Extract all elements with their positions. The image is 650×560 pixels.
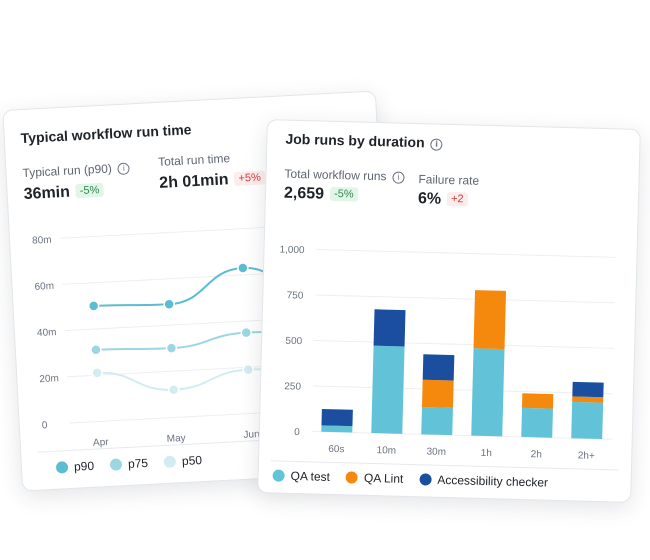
x-tick-label: 1h <box>481 448 492 459</box>
x-tick-label: May <box>166 433 185 445</box>
failure-rate-value-text: 6% <box>417 190 442 208</box>
failure-rate-label: Failure rate <box>418 172 480 188</box>
data-point-p50[interactable] <box>167 383 180 396</box>
y-tick-label: 1,000 <box>279 245 305 257</box>
data-point-p75[interactable] <box>90 344 102 356</box>
legend-swatch-p90 <box>55 461 69 474</box>
gridline <box>312 385 613 395</box>
legend-swatch-p75 <box>109 458 123 471</box>
bar-segment-qa-test[interactable] <box>521 407 553 438</box>
typical-run-value-text: 36min <box>23 183 71 204</box>
bar-segment-qa-lint[interactable] <box>473 290 507 350</box>
bar-segment-qa-lint[interactable] <box>421 379 454 408</box>
bar-segment-qa-test[interactable] <box>421 407 453 436</box>
typical-run-change-badge: -5% <box>75 182 104 199</box>
typical-run-label-text: Typical run (p90) <box>22 161 113 181</box>
legend-item-qa-lint[interactable]: QA Lint <box>345 470 404 486</box>
total-workflow-runs-label-text: Total workflow runs <box>284 166 387 184</box>
jobs-card-title: Job runs by duration i <box>285 131 443 151</box>
data-point-p75[interactable] <box>165 342 178 354</box>
total-workflow-runs-change-badge: -5% <box>329 186 358 202</box>
workflow-card-title: Typical workflow run time <box>20 121 192 147</box>
x-tick-label: 10m <box>376 445 396 457</box>
data-point-p50[interactable] <box>91 367 103 379</box>
bar-segment-accessibility-checker[interactable] <box>321 408 353 427</box>
total-run-time-value-text: 2h 01min <box>158 171 230 192</box>
failure-rate-value: 6% +2 <box>418 190 468 209</box>
jobs-card-title-text: Job runs by duration <box>285 130 425 151</box>
legend-item-accessibility-checker[interactable]: Accessibility checker <box>419 472 549 490</box>
bar-segment-accessibility-checker[interactable] <box>373 309 406 347</box>
legend-item-qa-test[interactable]: QA test <box>272 468 331 484</box>
typical-run-label: Typical run (p90) i <box>22 160 131 181</box>
bar-segment-accessibility-checker[interactable] <box>572 381 604 398</box>
legend-swatch-qa-test <box>272 469 285 482</box>
gridline <box>315 294 616 304</box>
failure-rate-change-badge: +2 <box>446 191 468 207</box>
total-run-time-label: Total run time <box>157 151 231 169</box>
legend-label-p75: p75 <box>127 455 149 471</box>
gridline <box>314 339 615 349</box>
y-tick-label: 750 <box>287 290 304 301</box>
x-tick-label: Jun <box>243 429 260 441</box>
total-workflow-runs-label: Total workflow runs i <box>284 166 405 184</box>
data-point-p50[interactable] <box>242 363 254 376</box>
y-tick-label: 60m <box>34 281 54 293</box>
legend-item-p90[interactable]: p90 <box>55 458 95 475</box>
legend-label-qa-lint: QA Lint <box>363 470 404 486</box>
job-runs-by-duration-card: Job runs by duration i Total workflow run… <box>257 119 641 503</box>
y-tick-label: 250 <box>284 381 301 392</box>
legend-label-p90: p90 <box>73 458 95 474</box>
legend-swatch-p50 <box>163 455 177 469</box>
y-tick-label: 500 <box>285 336 302 347</box>
bar-segment-qa-lint[interactable] <box>521 393 554 409</box>
legend-item-p50[interactable]: p50 <box>163 453 203 469</box>
legend-item-p75[interactable]: p75 <box>109 455 149 472</box>
job-runs-bar-chart: 1,000 750 500 250 0 60s 10m 30m 1h 2h 2h+ <box>279 245 617 462</box>
bar-segment-qa-test[interactable] <box>371 345 405 434</box>
data-point-p90[interactable] <box>163 298 175 311</box>
y-tick-label: 40m <box>37 327 57 339</box>
x-tick-label: 2h+ <box>578 450 595 461</box>
data-point-p75[interactable] <box>240 326 252 339</box>
x-tick-label: Apr <box>93 437 110 449</box>
y-tick-label: 20m <box>39 373 59 385</box>
info-icon[interactable]: i <box>392 171 405 184</box>
data-point-p90[interactable] <box>237 262 249 274</box>
gridline <box>311 430 612 440</box>
info-icon[interactable]: i <box>117 162 131 176</box>
legend-label-accessibility-checker: Accessibility checker <box>437 472 549 490</box>
bar-segment-qa-lint[interactable] <box>572 396 604 403</box>
total-run-time-value: 2h 01min +5% <box>158 169 266 193</box>
x-tick-label: 2h <box>531 449 542 460</box>
y-tick-label: 80m <box>32 235 52 247</box>
legend-label-p50: p50 <box>181 453 203 469</box>
legend-swatch-qa-lint <box>345 471 359 484</box>
gridline <box>316 249 617 258</box>
x-tick-label: 30m <box>426 446 446 458</box>
x-tick-label: 60s <box>328 444 344 455</box>
legend-swatch-accessibility-checker <box>419 473 432 486</box>
info-icon[interactable]: i <box>430 138 443 151</box>
legend-label-qa-test: QA test <box>290 468 331 484</box>
total-run-time-change-badge: +5% <box>234 170 266 186</box>
bar-segment-accessibility-checker[interactable] <box>422 354 455 381</box>
y-tick-label: 0 <box>294 427 300 438</box>
bar-segment-qa-test[interactable] <box>571 401 604 440</box>
y-tick-label: 0 <box>42 420 49 431</box>
data-point-p90[interactable] <box>87 300 100 312</box>
typical-run-value: 36min -5% <box>23 182 104 204</box>
total-workflow-runs-value: 2,659 -5% <box>284 185 358 205</box>
bar-segment-qa-test[interactable] <box>321 425 353 433</box>
bar-segment-qa-test[interactable] <box>471 348 505 437</box>
total-workflow-runs-value-text: 2,659 <box>283 184 325 203</box>
